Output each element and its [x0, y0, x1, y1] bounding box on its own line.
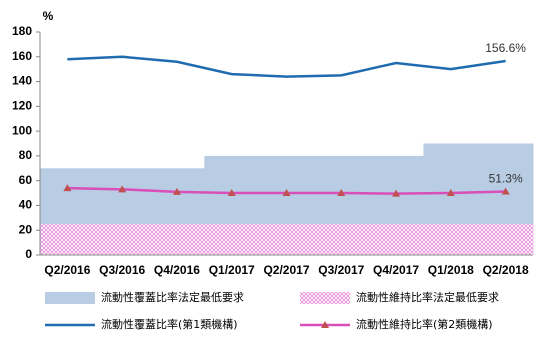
y-tick-label: 120: [12, 99, 32, 113]
marker: [63, 184, 72, 192]
marker: [501, 187, 510, 195]
legend-label: 流動性覆蓋比率(第1類機構): [101, 317, 238, 331]
marker: [392, 189, 401, 197]
area-step: [149, 224, 205, 255]
y-tick-label: 40: [19, 198, 33, 212]
marker: [337, 189, 346, 197]
y-tick-label: 0: [25, 247, 32, 261]
legend-label: 流動性維持比率法定最低要求: [356, 290, 499, 304]
line: [67, 55, 506, 78]
x-tick-label: Q2/2018: [483, 263, 529, 277]
marker: [282, 189, 291, 197]
value-label: 156.6%: [485, 41, 526, 55]
x-tick-label: Q1/2017: [209, 263, 255, 277]
y-axis-label: %: [43, 9, 54, 23]
y-tick-label: 20: [19, 222, 33, 236]
y-tick-label: 160: [12, 49, 32, 63]
marker: [118, 185, 127, 193]
area-step: [368, 224, 424, 255]
y-tick-label: 180: [12, 24, 32, 38]
area-step: [313, 224, 370, 255]
area-step: [40, 224, 96, 255]
legend-item: 流動性覆蓋比率(第1類機構): [45, 317, 238, 331]
legend-swatch: [300, 292, 350, 304]
legend-item: 流動性維持比率(第2類機構): [300, 317, 493, 331]
x-tick-label: Q3/2016: [99, 263, 145, 277]
x-tick-label: Q1/2018: [428, 263, 474, 277]
y-tick-label: 80: [19, 148, 33, 162]
marker: [446, 189, 455, 197]
value-label: 51.3%: [489, 172, 523, 186]
x-tick-label: Q3/2017: [318, 263, 364, 277]
legend-item: 流動性維持比率法定最低要求: [300, 290, 499, 304]
legend-swatch: [45, 292, 95, 304]
legend-marker: [321, 321, 329, 328]
marker: [172, 187, 181, 195]
y-tick-label: 100: [12, 123, 32, 137]
area-step: [204, 224, 260, 255]
y-tick-label: 140: [12, 74, 32, 88]
area-step: [478, 224, 534, 255]
legend-label: 流動性覆蓋比率法定最低要求: [101, 290, 244, 304]
x-tick-label: Q4/2016: [154, 263, 200, 277]
y-tick-label: 60: [19, 173, 33, 187]
area-step: [423, 224, 479, 255]
area-step: [94, 224, 151, 255]
x-tick-label: Q2/2016: [44, 263, 90, 277]
marker: [227, 189, 236, 197]
x-tick-label: Q2/2017: [263, 263, 309, 277]
legend-label: 流動性維持比率(第2類機構): [356, 317, 493, 331]
legend-item: 流動性覆蓋比率法定最低要求: [45, 290, 244, 304]
x-tick-label: Q4/2017: [373, 263, 419, 277]
area-step: [259, 224, 315, 255]
